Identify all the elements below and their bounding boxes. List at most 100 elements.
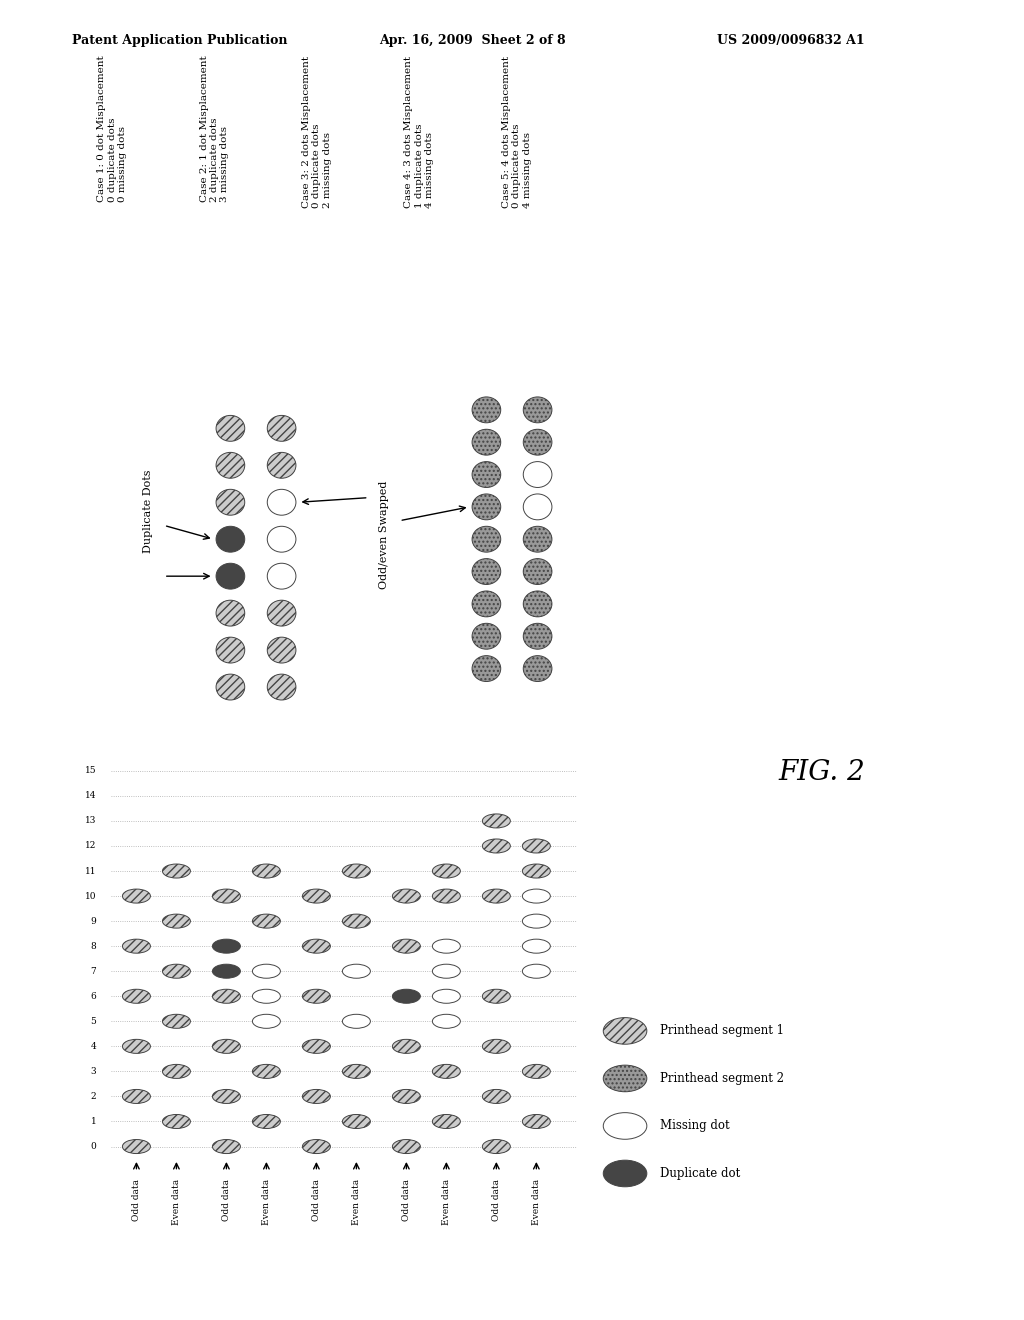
Circle shape <box>216 490 245 515</box>
Circle shape <box>523 656 552 681</box>
Circle shape <box>212 989 241 1003</box>
Circle shape <box>432 939 461 953</box>
Circle shape <box>216 564 245 589</box>
Circle shape <box>472 656 501 681</box>
Circle shape <box>123 1039 151 1053</box>
Text: Case 2: 1 dot Misplacement
2 duplicate dots
3 missing dots: Case 2: 1 dot Misplacement 2 duplicate d… <box>200 55 229 202</box>
Text: FIG. 2: FIG. 2 <box>778 759 865 785</box>
Circle shape <box>523 429 552 455</box>
Text: 13: 13 <box>85 817 96 825</box>
Circle shape <box>252 964 281 978</box>
Text: 6: 6 <box>91 991 96 1001</box>
Circle shape <box>163 964 190 978</box>
Circle shape <box>523 558 552 585</box>
Text: Duplicate dot: Duplicate dot <box>660 1167 740 1180</box>
Circle shape <box>302 1139 331 1154</box>
Circle shape <box>523 397 552 422</box>
Circle shape <box>472 429 501 455</box>
Circle shape <box>212 939 241 953</box>
Circle shape <box>212 1039 241 1053</box>
Circle shape <box>392 890 421 903</box>
Text: 9: 9 <box>91 916 96 925</box>
Circle shape <box>392 989 421 1003</box>
Text: Patent Application Publication: Patent Application Publication <box>72 34 287 48</box>
Text: Odd data: Odd data <box>312 1179 321 1221</box>
Circle shape <box>302 989 331 1003</box>
Circle shape <box>252 865 281 878</box>
Circle shape <box>522 964 550 978</box>
Circle shape <box>252 1064 281 1078</box>
Circle shape <box>482 814 510 828</box>
Circle shape <box>123 1139 151 1154</box>
Circle shape <box>216 675 245 700</box>
Circle shape <box>267 675 296 700</box>
Circle shape <box>163 865 190 878</box>
Text: 2: 2 <box>91 1092 96 1101</box>
Circle shape <box>252 915 281 928</box>
Circle shape <box>123 939 151 953</box>
Circle shape <box>267 490 296 515</box>
Circle shape <box>392 939 421 953</box>
Circle shape <box>432 890 461 903</box>
Circle shape <box>603 1160 647 1187</box>
Text: 0: 0 <box>91 1142 96 1151</box>
Circle shape <box>212 890 241 903</box>
Text: 14: 14 <box>85 792 96 800</box>
Circle shape <box>522 1064 550 1078</box>
Text: Even data: Even data <box>352 1179 360 1225</box>
Circle shape <box>216 601 245 626</box>
Circle shape <box>163 1014 190 1028</box>
Circle shape <box>342 865 371 878</box>
Circle shape <box>342 964 371 978</box>
Circle shape <box>267 416 296 441</box>
Circle shape <box>432 1064 461 1078</box>
Text: 5: 5 <box>90 1016 96 1026</box>
Circle shape <box>482 1139 510 1154</box>
Circle shape <box>342 1064 371 1078</box>
Text: Case 3: 2 dots Misplacement
0 duplicate dots
2 missing dots: Case 3: 2 dots Misplacement 0 duplicate … <box>302 55 332 207</box>
Circle shape <box>482 1039 510 1053</box>
Circle shape <box>342 915 371 928</box>
Circle shape <box>216 638 245 663</box>
Text: 11: 11 <box>85 866 96 875</box>
Circle shape <box>523 591 552 616</box>
Circle shape <box>212 964 241 978</box>
Text: 7: 7 <box>91 966 96 975</box>
Text: 15: 15 <box>85 767 96 775</box>
Text: 12: 12 <box>85 841 96 850</box>
Circle shape <box>252 1114 281 1129</box>
Text: Printhead segment 2: Printhead segment 2 <box>660 1072 784 1085</box>
Circle shape <box>522 915 550 928</box>
Circle shape <box>392 1139 421 1154</box>
Circle shape <box>302 1039 331 1053</box>
Circle shape <box>432 1014 461 1028</box>
Text: 10: 10 <box>85 891 96 900</box>
Text: Printhead segment 1: Printhead segment 1 <box>660 1024 784 1038</box>
Circle shape <box>302 1089 331 1104</box>
Circle shape <box>522 1114 550 1129</box>
Circle shape <box>522 890 550 903</box>
Circle shape <box>432 964 461 978</box>
Circle shape <box>392 1089 421 1104</box>
Text: 8: 8 <box>91 941 96 950</box>
Text: 1: 1 <box>91 1117 96 1126</box>
Text: Even data: Even data <box>172 1179 181 1225</box>
Circle shape <box>267 527 296 552</box>
Text: Even data: Even data <box>531 1179 541 1225</box>
Text: US 2009/0096832 A1: US 2009/0096832 A1 <box>717 34 864 48</box>
Text: Case 4: 3 dots Misplacement
1 duplicate dots
4 missing dots: Case 4: 3 dots Misplacement 1 duplicate … <box>404 55 434 207</box>
Circle shape <box>472 623 501 649</box>
Circle shape <box>252 1014 281 1028</box>
Circle shape <box>522 939 550 953</box>
Circle shape <box>522 865 550 878</box>
Circle shape <box>216 453 245 478</box>
Circle shape <box>472 397 501 422</box>
Text: Odd/even Swapped: Odd/even Swapped <box>379 480 389 589</box>
Circle shape <box>482 1089 510 1104</box>
Circle shape <box>482 989 510 1003</box>
Circle shape <box>123 989 151 1003</box>
Circle shape <box>472 591 501 616</box>
Text: Even data: Even data <box>262 1179 271 1225</box>
Circle shape <box>163 915 190 928</box>
Circle shape <box>212 1139 241 1154</box>
